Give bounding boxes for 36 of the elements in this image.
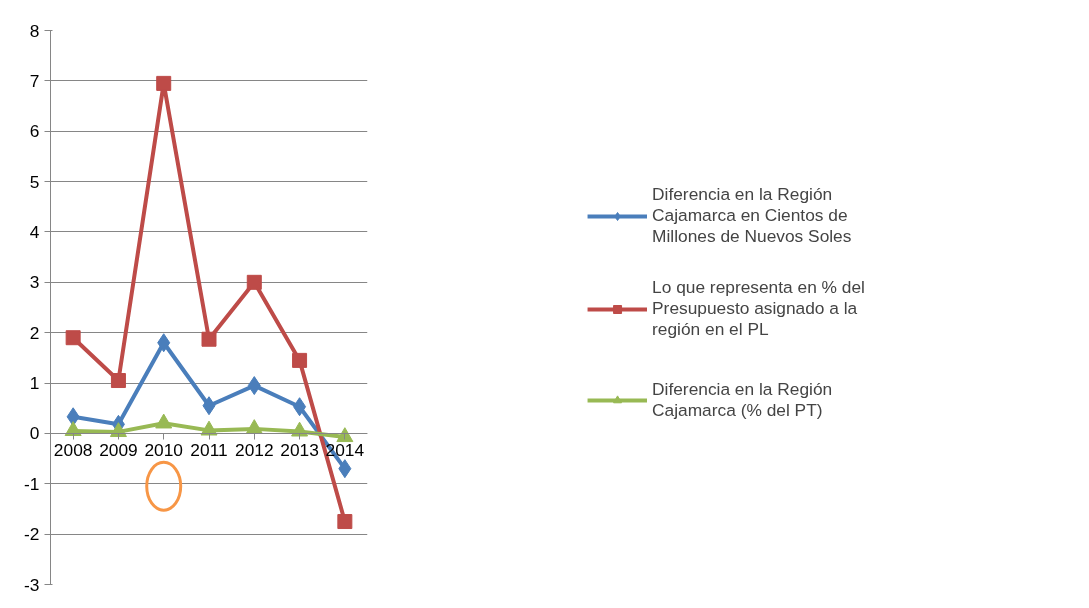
point [336, 427, 354, 443]
point [202, 396, 216, 416]
legend-label: Lo que representa en % del Presupuesto asignado a la región en el PL [652, 277, 865, 340]
y-tick-label: 3 [29, 272, 40, 293]
point [65, 330, 81, 346]
x-tick-label: 2011 [190, 440, 228, 461]
x-tick-label: 2009 [99, 440, 138, 461]
point [201, 331, 217, 347]
point [337, 514, 353, 530]
y-tick-label: -2 [24, 524, 40, 545]
x-tick-label: 2010 [144, 440, 183, 461]
y-tick-label: 0 [29, 423, 40, 444]
point [246, 274, 262, 290]
y-tick-label: -1 [24, 473, 40, 494]
y-tick-label: 6 [29, 121, 40, 142]
point [110, 373, 126, 389]
y-tick-label: 7 [29, 70, 40, 91]
point [293, 397, 307, 417]
legend-label: Diferencia en la Región Cajamarca (% del PT) [652, 378, 833, 422]
y-tick-label: 8 [29, 20, 40, 41]
point [156, 75, 172, 91]
y-tick-label: -3 [24, 574, 40, 595]
x-tick-label: 2008 [53, 440, 93, 461]
point [157, 333, 171, 353]
x-tick-label: 2013 [280, 440, 319, 461]
y-tick-label: 5 [29, 171, 40, 192]
y-tick-label: 1 [29, 373, 40, 394]
point [64, 421, 82, 437]
y-tick-label: 2 [29, 322, 40, 343]
y-tick-label: 4 [29, 221, 40, 242]
point [109, 422, 127, 438]
legend-label: Diferencia en la Región Cajamarca en Cientos de Millones de Nuevos Soles [652, 184, 852, 247]
point [292, 352, 308, 368]
x-tick-label: 2012 [235, 440, 274, 461]
point [338, 459, 352, 479]
point [247, 376, 261, 396]
